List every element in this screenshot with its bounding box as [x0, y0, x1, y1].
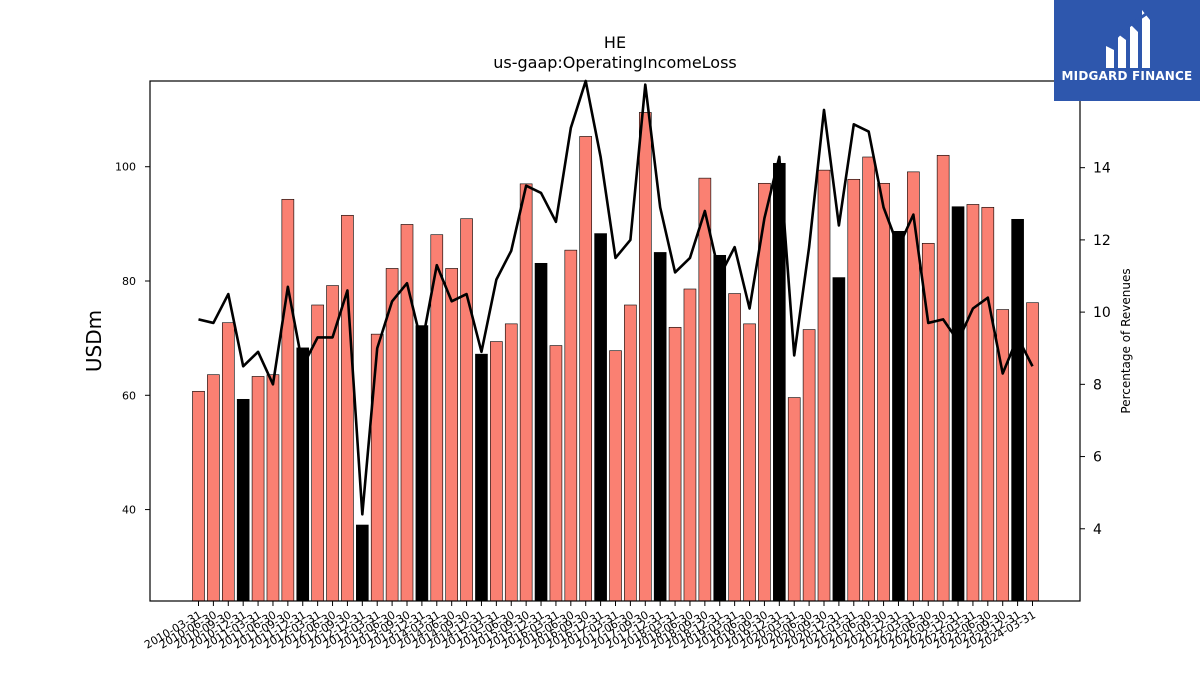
bar [266, 374, 280, 602]
y2-axis-label: Percentage of Revenues [1119, 268, 1133, 413]
bar [549, 345, 563, 602]
y2-tick-label: 10 [1093, 305, 1111, 321]
bar [653, 252, 667, 602]
bar [221, 322, 235, 602]
bar [519, 183, 533, 602]
bar [356, 524, 369, 602]
bar [802, 329, 816, 602]
bar [1011, 218, 1024, 602]
bar [951, 206, 965, 602]
bar [490, 341, 503, 602]
bar [326, 285, 339, 602]
bar [504, 323, 518, 602]
bar [415, 325, 429, 602]
y-axis-label: USDm [82, 310, 106, 372]
bar [966, 204, 980, 602]
bar [207, 374, 220, 602]
bar [698, 177, 712, 602]
bar [862, 156, 875, 602]
chart-title: HE [604, 33, 626, 52]
bar [281, 198, 295, 602]
bar [341, 214, 354, 602]
bar [445, 268, 458, 602]
brand-logo: MIDGARD FINANCE [1054, 0, 1200, 101]
bar [743, 323, 756, 602]
bar [1026, 302, 1039, 602]
bar [713, 254, 727, 602]
bar [192, 390, 205, 602]
bar [296, 347, 310, 602]
y2-tick-label: 14 [1093, 161, 1111, 177]
plot-area: 406080100468101214162010-03-312010-06-30… [115, 79, 1111, 652]
bar [534, 262, 548, 602]
bar [728, 293, 741, 602]
bar [624, 304, 637, 602]
y2-tick-label: 4 [1093, 522, 1102, 538]
y2-tick-label: 12 [1093, 233, 1111, 249]
bar [370, 333, 384, 602]
y2-tick-label: 8 [1093, 377, 1102, 393]
bar [936, 154, 950, 602]
bar [877, 182, 890, 602]
bar [311, 304, 324, 602]
y-tick-label: 100 [115, 161, 136, 174]
logo-text: MIDGARD FINANCE [1061, 69, 1193, 83]
logo-mark-icon [1106, 10, 1150, 68]
pct-of-revenues-line [198, 79, 1034, 516]
bar [400, 224, 414, 602]
bar [638, 112, 652, 602]
bar [787, 397, 801, 602]
bar [460, 218, 473, 602]
bar [817, 169, 831, 602]
bar [832, 277, 846, 602]
bar [475, 353, 488, 602]
bar [668, 326, 682, 602]
chart-subtitle: us-gaap:OperatingIncomeLoss [493, 53, 737, 72]
y2-tick-label: 6 [1093, 450, 1102, 466]
bar [236, 398, 250, 602]
bar [579, 136, 593, 602]
y-tick-label: 60 [122, 389, 136, 402]
y-tick-label: 80 [122, 275, 136, 288]
bar [251, 376, 265, 602]
bar [609, 350, 622, 602]
bar [892, 230, 905, 602]
bar [981, 206, 995, 602]
y-tick-label: 40 [122, 504, 136, 517]
bar [564, 249, 578, 602]
bar [683, 288, 697, 602]
bar [594, 233, 607, 602]
bar [847, 178, 861, 602]
